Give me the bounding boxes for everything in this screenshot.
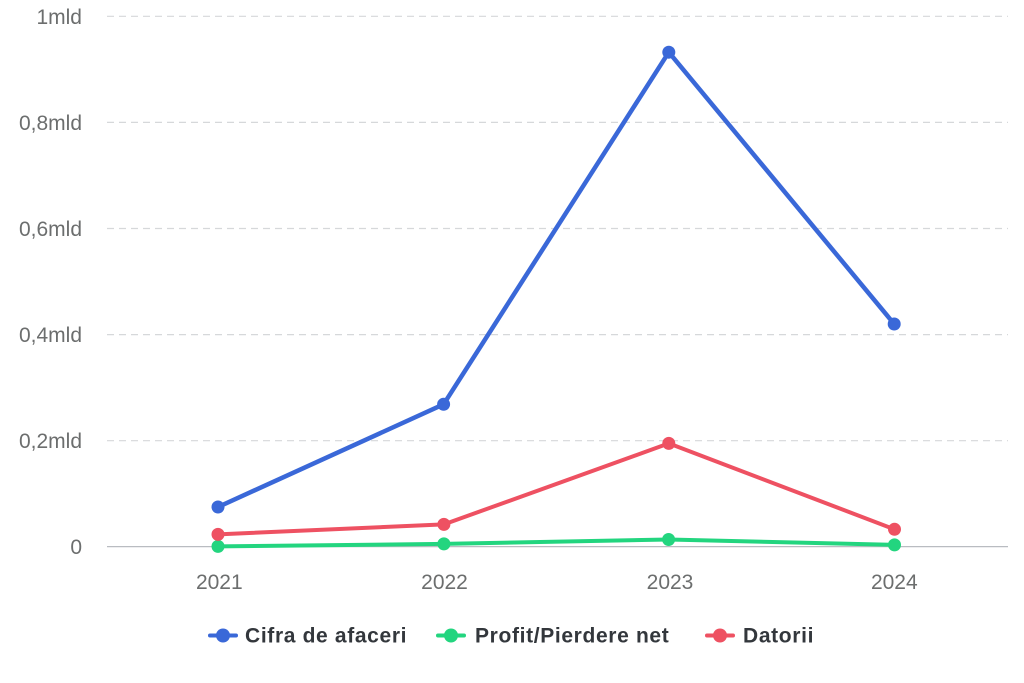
svg-text:0,2mld: 0,2mld (19, 430, 82, 453)
svg-text:1mld: 1mld (36, 6, 82, 29)
svg-text:0: 0 (70, 536, 82, 559)
svg-text:0,4mld: 0,4mld (19, 324, 82, 347)
svg-text:Datorii: Datorii (743, 625, 814, 648)
svg-text:Profit/Pierdere net: Profit/Pierdere net (475, 625, 669, 648)
svg-text:0,6mld: 0,6mld (19, 218, 82, 241)
svg-text:2023: 2023 (647, 571, 694, 594)
svg-text:Cifra de afaceri: Cifra de afaceri (245, 625, 407, 648)
svg-text:2022: 2022 (421, 571, 468, 594)
svg-text:2021: 2021 (196, 571, 243, 594)
svg-text:2024: 2024 (871, 571, 918, 594)
svg-text:0,8mld: 0,8mld (19, 112, 82, 135)
